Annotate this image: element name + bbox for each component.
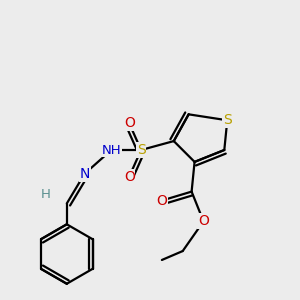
Text: O: O [198, 214, 209, 228]
Text: O: O [157, 194, 167, 208]
Text: H: H [41, 188, 51, 201]
Text: N: N [80, 167, 90, 181]
Text: NH: NH [101, 143, 121, 157]
Text: O: O [124, 116, 135, 130]
Text: S: S [137, 143, 146, 157]
Text: S: S [223, 113, 232, 127]
Text: O: O [124, 170, 135, 184]
